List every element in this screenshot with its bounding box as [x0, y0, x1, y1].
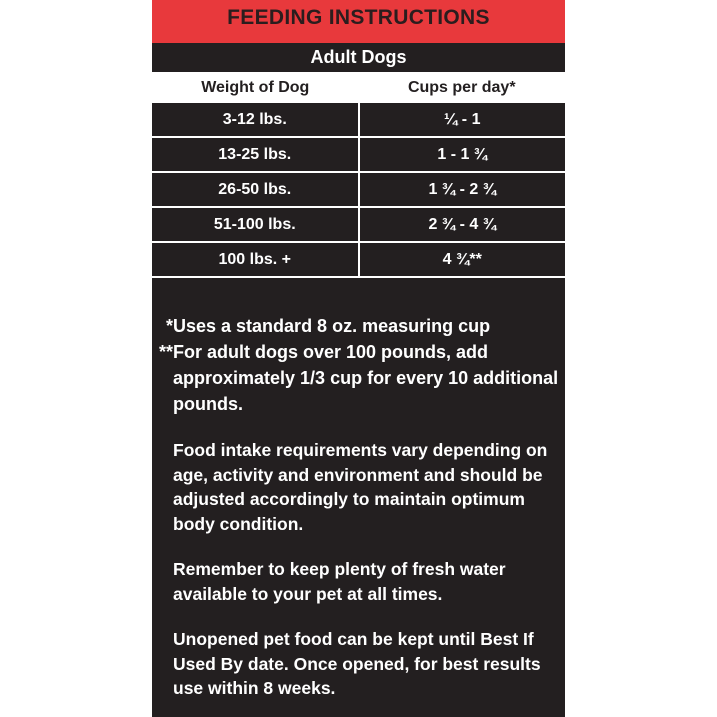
subtitle: Adult Dogs — [310, 47, 407, 67]
cups-cell: 1 ¾ - 2 ¾ — [428, 181, 497, 198]
column-header-weight: Weight of Dog — [201, 79, 310, 96]
cups-cell: ¼ - 1 — [444, 111, 481, 128]
feeding-instructions-panel: FEEDING INSTRUCTIONS Adult Dogs Weight o… — [152, 0, 565, 717]
footnote-measuring-cup: * Uses a standard 8 oz. measuring cup — [165, 316, 491, 336]
cups-cell: 1 - 1 ¾ — [437, 146, 488, 163]
table-row: 26-50 lbs. 1 ¾ - 2 ¾ — [152, 173, 565, 208]
intake-note: Food intake requirements vary depending … — [173, 440, 548, 534]
notes: * Uses a standard 8 oz. measuring cup ** F… — [152, 313, 565, 701]
weight-cell: 3-12 lbs. — [152, 103, 360, 136]
weight-cell: 100 lbs. + — [152, 243, 360, 276]
footnote-large-dogs: ** For adult dogs over 100 pounds, add ap… — [158, 342, 559, 414]
cups-cell: 2 ¾ - 4 ¾ — [428, 216, 497, 233]
weight-cell: 13-25 lbs. — [152, 138, 360, 171]
storage-note: Unopened pet food can be kept until Best… — [173, 629, 541, 698]
table-row: 100 lbs. + 4 ¾** — [152, 243, 565, 278]
table-row: 3-12 lbs. ¼ - 1 — [152, 103, 565, 138]
water-note: Remember to keep plenty of fresh water a… — [173, 559, 506, 604]
column-header-cups: Cups per day* — [407, 79, 516, 96]
title: FEEDING INSTRUCTIONS — [152, 0, 565, 43]
cups-cell: 4 ¾** — [442, 251, 482, 268]
table-row: 13-25 lbs. 1 - 1 ¾ — [152, 138, 565, 173]
weight-cell: 51-100 lbs. — [152, 208, 360, 241]
table-header: Weight of Dog Cups per day* — [152, 72, 565, 103]
table-row: 51-100 lbs. 2 ¾ - 4 ¾ — [152, 208, 565, 243]
weight-cell: 26-50 lbs. — [152, 173, 360, 206]
feeding-table: 3-12 lbs. ¼ - 1 13-25 lbs. 1 - 1 ¾ 26-50 l… — [152, 103, 565, 278]
